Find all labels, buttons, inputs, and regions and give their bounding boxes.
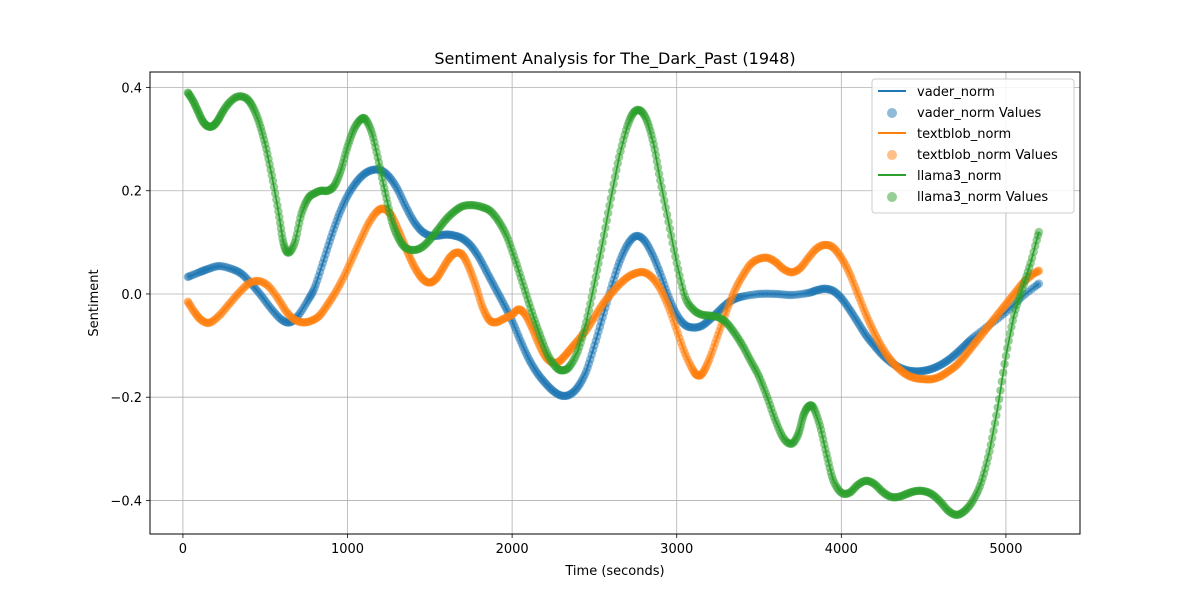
- x-tick-label: 0: [179, 542, 187, 557]
- legend-marker-swatch: [887, 108, 897, 118]
- x-tick-label: 2000: [496, 542, 529, 557]
- y-tick-label: −0.4: [110, 494, 142, 509]
- legend-entry-label: llama3_norm Values: [917, 190, 1048, 205]
- plot-area: [183, 88, 1044, 520]
- legend-entry-label: vader_norm: [917, 85, 995, 100]
- llama3-norm-line: [187, 92, 1040, 516]
- legend-entry-label: vader_norm Values: [917, 106, 1042, 121]
- x-axis-label: Time (seconds): [564, 564, 664, 579]
- y-tick-label: −0.2: [110, 391, 142, 406]
- x-tick-label: 3000: [660, 542, 693, 557]
- llama3-norm-value-point: [1034, 227, 1044, 237]
- legend-marker-swatch: [887, 150, 897, 160]
- chart-title: Sentiment Analysis for The_Dark_Past (19…: [434, 49, 795, 69]
- legend-entry-label: textblob_norm Values: [917, 148, 1058, 163]
- textblob-norm-value-point: [1034, 266, 1044, 275]
- y-tick-label: 0.4: [121, 81, 142, 96]
- x-tick-label: 5000: [989, 542, 1022, 557]
- axes-frame: [149, 71, 1081, 535]
- legend: vader_norm vader_norm Values textblob_norm…: [871, 78, 1075, 214]
- y-axis-label: Sentiment: [87, 269, 102, 336]
- y-tick-label: 0.2: [121, 185, 142, 200]
- legend-entry-label: textblob_norm: [917, 127, 1011, 142]
- axis-ticks: 0 1000 2000 3000 4000 5000 −0.4 −0.2 0.0 0.2 0.4: [110, 81, 1022, 557]
- legend-marker-swatch: [887, 192, 897, 202]
- textblob-norm-line: [187, 207, 1040, 380]
- x-tick-label: 1000: [331, 542, 364, 557]
- x-tick-label: 4000: [825, 542, 858, 557]
- legend-box: [871, 78, 1075, 214]
- vader-norm-line: [187, 169, 1040, 397]
- legend-entry-label: llama3_norm: [917, 169, 1002, 184]
- y-tick-label: 0.0: [121, 288, 142, 303]
